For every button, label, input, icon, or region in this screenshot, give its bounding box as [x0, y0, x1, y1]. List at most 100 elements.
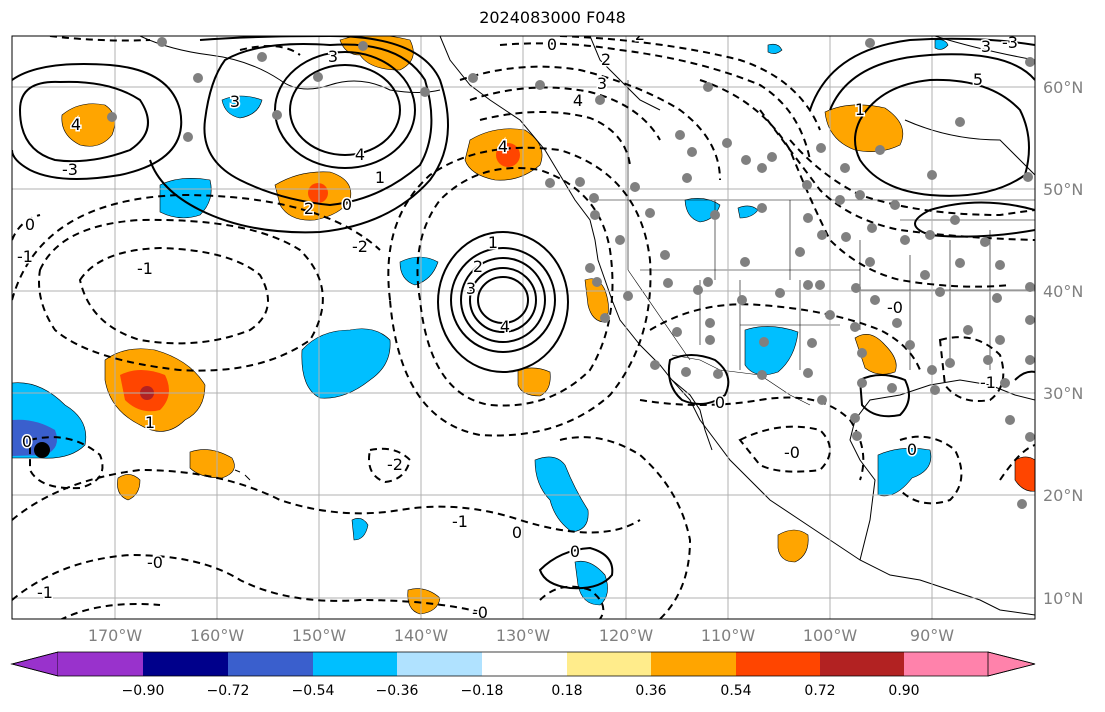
colorbar-tick-label: 0.18	[551, 683, 583, 699]
contour-labels: 0 2 3 4 -1 -2 1 2 3 4 -0 0 -1 -0 5 3 4 1…	[16, 25, 1020, 622]
contour-label: 1	[488, 233, 498, 252]
colorbar-tick-label: 0.36	[635, 683, 667, 699]
warm-anomaly-core	[308, 183, 328, 203]
colorbar-segment	[228, 652, 313, 676]
contour-label: -1	[37, 583, 53, 602]
warm-anomaly-area	[777, 529, 809, 563]
contour-label: -3	[62, 160, 78, 179]
colorbar-segment	[567, 652, 651, 676]
contour-label: 4	[498, 137, 508, 156]
cool-anomaly-area	[221, 95, 263, 119]
warm-anomaly-area	[824, 104, 904, 152]
lon-label: 110°W	[700, 626, 756, 645]
contour-label: 3	[597, 74, 607, 93]
map-title: 2024083000 F048	[479, 8, 626, 27]
contour-label: 0	[512, 523, 522, 542]
cool-anomaly-area	[877, 448, 932, 497]
contour-label: 4	[355, 145, 365, 164]
contour-label: 0	[907, 440, 917, 459]
colorbar-tick-label: −0.18	[460, 683, 504, 699]
shaded-anomaly-areas	[12, 36, 1035, 615]
colorbar-segment	[651, 652, 736, 676]
contour-label: 4	[500, 317, 510, 336]
contour-label: 1	[855, 100, 865, 119]
contour-label: -1	[17, 247, 33, 266]
contour-label: 0	[25, 215, 35, 234]
lon-label: 120°W	[598, 626, 654, 645]
lon-label: 150°W	[291, 626, 347, 645]
colorbar-segment	[482, 652, 567, 676]
colorbar-tick-label: 0.90	[888, 683, 920, 699]
lon-label: 130°W	[495, 626, 551, 645]
colorbar-tick-label: −0.90	[121, 683, 165, 699]
dashed-contours	[12, 36, 1035, 619]
contour-label: 1	[375, 168, 385, 187]
contour-label: -3	[1002, 33, 1018, 52]
contour-label: 0	[342, 195, 352, 214]
warm-anomaly-area	[117, 474, 141, 501]
colorbar-tick-label: −0.54	[291, 683, 335, 699]
contour-label: 3	[328, 47, 338, 66]
colorbar-max-extend	[987, 651, 1036, 677]
cool-anomaly-area	[767, 43, 783, 54]
colorbar-min-extend	[10, 651, 59, 677]
contour-label: 3	[981, 37, 991, 56]
contour-label: 4	[573, 91, 583, 110]
contour-label: -1	[452, 512, 468, 531]
contour-label: -2	[387, 455, 403, 474]
contour-label: -0	[472, 603, 488, 622]
colorbar-tick-label: −0.72	[206, 683, 250, 699]
contour-label: -1	[980, 373, 996, 392]
station-markers	[107, 37, 1035, 509]
colorbar-tick-label: −0.36	[375, 683, 419, 699]
lat-label: 10°N	[1043, 589, 1084, 608]
contour-label: 2	[601, 50, 611, 69]
warm-anomaly-area	[407, 588, 441, 615]
colorbar-segment	[58, 652, 143, 676]
contour-label: -0	[147, 553, 163, 572]
contour-label: -1	[137, 259, 153, 278]
warm-anomaly-area	[854, 333, 897, 375]
borders	[595, 80, 1035, 406]
lat-label: 30°N	[1043, 384, 1084, 403]
warm-anomaly-core	[496, 143, 520, 167]
colorbar-segment	[820, 652, 904, 676]
cool-anomaly-area	[351, 518, 369, 541]
contour-label: 3	[230, 92, 240, 111]
contour-label: 2	[473, 257, 483, 276]
lat-lon-grid	[12, 36, 1035, 619]
cool-anomaly-area	[399, 256, 439, 286]
contour-label: 2	[635, 25, 645, 44]
contour-label: 0	[22, 432, 32, 451]
colorbar-segment	[904, 652, 988, 676]
warm-anomaly-area	[61, 103, 116, 147]
lat-label: 40°N	[1043, 282, 1084, 301]
contour-label: -2	[352, 237, 368, 256]
cool-anomaly-area	[737, 205, 759, 219]
cool-anomaly-area	[534, 456, 589, 533]
cool-anomaly-area	[934, 39, 949, 50]
contour-label: -0	[784, 443, 800, 462]
storm-marker	[34, 442, 50, 458]
cool-anomaly-area	[744, 326, 799, 376]
colorbar-segment	[143, 652, 228, 676]
contour-label: 2	[304, 199, 314, 218]
contour-label: 5	[973, 70, 983, 89]
contour-label: 4	[71, 115, 81, 134]
lat-label: 50°N	[1043, 180, 1084, 199]
contour-label: 0	[547, 35, 557, 54]
contour-label: 0	[570, 542, 580, 561]
solid-contours	[12, 36, 1035, 590]
colorbar-tick-label: 0.72	[804, 683, 836, 699]
lon-label: 100°W	[802, 626, 858, 645]
contour-label: 0	[715, 393, 725, 412]
lat-label: 20°N	[1043, 486, 1084, 505]
lat-label: 60°N	[1043, 78, 1084, 97]
lon-label: 90°W	[909, 626, 955, 645]
lon-label: 170°W	[87, 626, 143, 645]
cool-anomaly-area	[159, 178, 212, 219]
cool-anomaly-area	[301, 328, 391, 399]
warm-anomaly-area	[1014, 456, 1035, 492]
colorbar-tick-label: 0.54	[720, 683, 752, 699]
